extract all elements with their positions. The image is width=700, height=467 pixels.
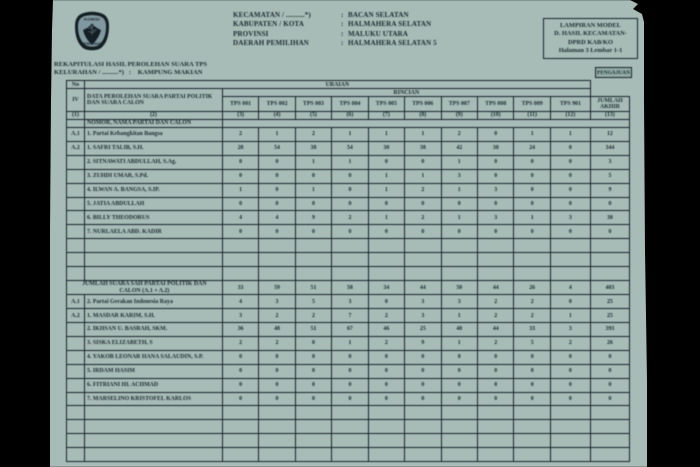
svg-text:KOMISI: KOMISI <box>84 16 100 21</box>
